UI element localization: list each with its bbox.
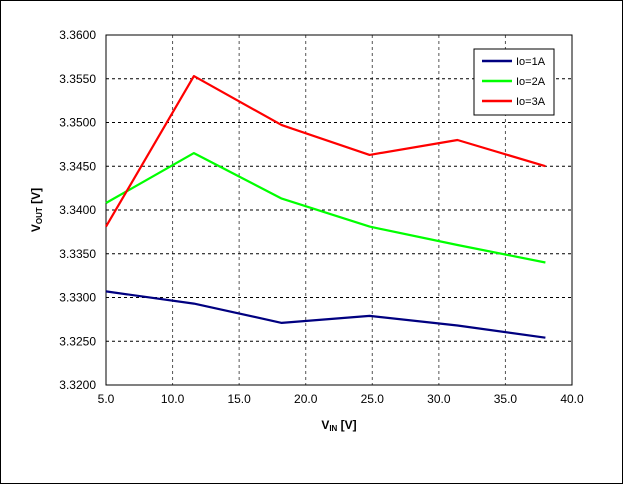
x-tick-label: 5.0 [98, 392, 115, 406]
y-tick-label: 3.3600 [59, 28, 96, 42]
series-line-io-2a [106, 153, 545, 262]
legend-label: Io=2A [516, 76, 546, 88]
y-tick-label: 3.3300 [59, 291, 96, 305]
y-axis-label: VOUT [V] [29, 188, 44, 232]
y-tick-label: 3.3400 [59, 203, 96, 217]
y-tick-label: 3.3450 [59, 159, 96, 173]
x-tick-label: 30.0 [427, 392, 451, 406]
y-tick-label: 3.3200 [59, 378, 96, 392]
x-axis-label: VIN [V] [321, 418, 356, 433]
x-tick-label: 20.0 [294, 392, 318, 406]
y-tick-label: 3.3500 [59, 116, 96, 130]
legend-label: Io=3A [516, 96, 546, 108]
x-tick-label: 10.0 [161, 392, 185, 406]
x-tick-label: 15.0 [227, 392, 251, 406]
legend: Io=1A Io=2A Io=3A [474, 49, 554, 115]
x-tick-label: 35.0 [494, 392, 518, 406]
y-tick-label: 3.3250 [59, 334, 96, 348]
x-tick-label: 40.0 [560, 392, 584, 406]
y-tick-label: 3.3550 [59, 72, 96, 86]
y-tick-label: 3.3350 [59, 247, 96, 261]
series-line-io-1a [106, 291, 545, 337]
legend-label: Io=1A [516, 56, 546, 68]
x-tick-label: 25.0 [361, 392, 385, 406]
